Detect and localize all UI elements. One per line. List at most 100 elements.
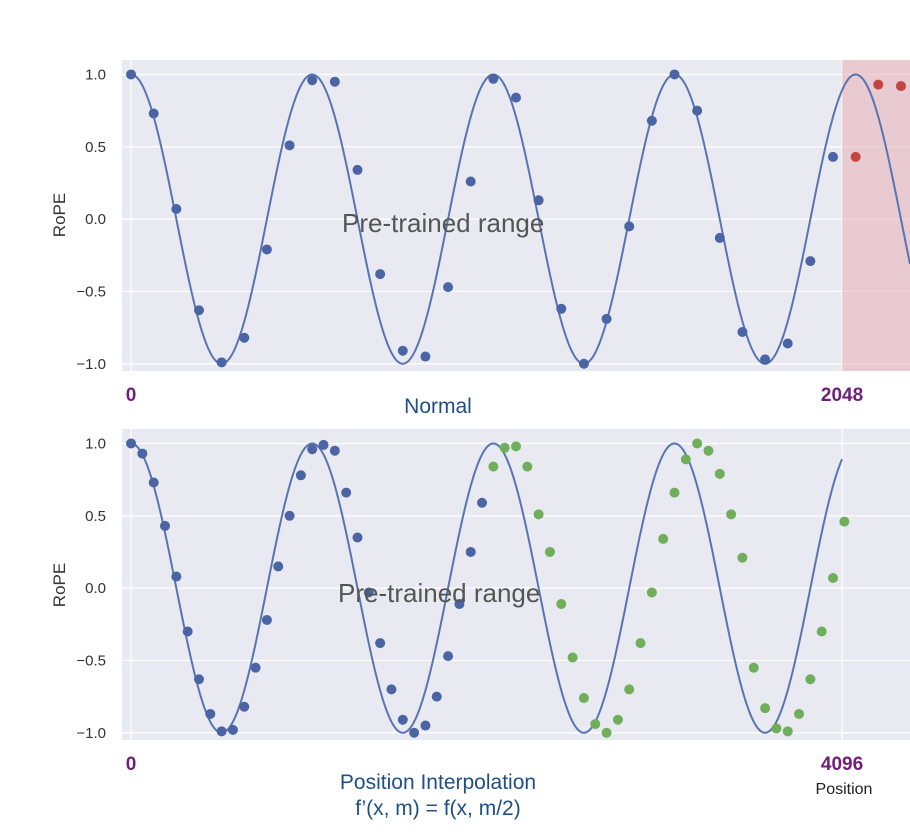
data-point-blue (352, 164, 363, 175)
data-point-green (511, 441, 521, 452)
data-point-blue (420, 351, 431, 362)
data-point-blue (465, 176, 476, 187)
data-point-blue (488, 73, 499, 84)
y-axis-label-interpolation: RoPE (50, 563, 69, 607)
x-marker-labels-interpolation: 0 4096 (126, 754, 863, 775)
data-point-blue (737, 326, 748, 337)
data-point-blue (363, 587, 374, 598)
x-grid-interpolation (130, 429, 843, 740)
x-marker-label: 0 (126, 385, 137, 406)
data-point-green (499, 442, 510, 453)
data-point-blue (160, 520, 171, 531)
data-point-green (760, 703, 771, 714)
data-point-blue (578, 358, 589, 369)
data-point-blue (205, 708, 216, 719)
data-point-blue (431, 691, 442, 702)
data-point-red (850, 151, 861, 162)
data-point-blue (216, 726, 227, 737)
data-point-green (578, 693, 589, 704)
data-point-green (488, 461, 499, 472)
data-point-green (556, 599, 567, 610)
data-point-green (601, 727, 612, 738)
data-point-blue (307, 444, 318, 455)
data-point-blue (193, 674, 204, 685)
data-point-blue (239, 332, 250, 343)
data-point-blue (409, 727, 420, 738)
data-point-green (646, 587, 657, 598)
y-tick-label: 0.5 (85, 139, 106, 156)
data-point-blue (227, 724, 238, 735)
data-point-blue (760, 354, 771, 365)
data-point-blue (805, 256, 816, 267)
data-points-interpolation (126, 438, 850, 738)
data-point-blue (341, 487, 352, 498)
data-point-green (624, 684, 635, 695)
y-tick-label: 0.0 (85, 580, 106, 597)
data-point-blue (828, 151, 839, 162)
data-point-green (771, 723, 782, 734)
data-points-normal (126, 69, 906, 369)
y-tick-label: 1.0 (85, 66, 106, 83)
data-point-blue (443, 282, 454, 293)
data-point-blue (239, 701, 250, 712)
data-point-green (590, 719, 601, 730)
chart-title-interpolation: Position Interpolation (340, 771, 536, 794)
data-point-green (748, 662, 759, 673)
data-point-green (726, 509, 737, 520)
y-tick-label: −0.5 (76, 652, 106, 669)
y-tick-label: −1.0 (76, 356, 106, 373)
data-point-blue (782, 338, 793, 349)
data-point-blue (216, 357, 227, 368)
data-point-blue (261, 614, 272, 625)
plot-area-interpolation (122, 429, 910, 740)
data-point-blue (193, 305, 204, 316)
data-point-blue (669, 69, 680, 80)
data-point-red (895, 81, 906, 92)
data-point-blue (352, 532, 363, 543)
data-point-green (703, 445, 714, 456)
data-point-blue (273, 561, 284, 572)
chart-title-normal: Normal (404, 395, 472, 418)
data-point-blue (261, 244, 272, 255)
pretrained-range-label-normal: Pre-trained range (342, 208, 544, 238)
x-marker-label: 0 (126, 754, 137, 775)
data-point-blue (250, 662, 261, 673)
data-point-green (782, 726, 793, 737)
data-point-green (839, 516, 850, 527)
data-point-green (680, 454, 691, 465)
data-point-blue (137, 448, 148, 459)
x-marker-labels-normal: 0 2048 (126, 385, 863, 406)
y-tick-label: −1.0 (76, 725, 106, 742)
y-grid-normal (122, 73, 910, 365)
x-marker-label: 4096 (821, 754, 863, 775)
data-point-blue (477, 497, 488, 508)
data-point-blue (171, 571, 182, 582)
data-point-blue (307, 75, 318, 86)
data-point-green (635, 638, 646, 649)
x-axis-label-interpolation: Position (816, 781, 873, 798)
data-point-blue (397, 345, 408, 356)
data-point-green (794, 708, 805, 719)
y-tick-labels-interpolation: 1.0 0.5 0.0 −0.5 −1.0 (76, 435, 106, 741)
pretrained-range-label-interpolation: Pre-trained range (338, 578, 540, 608)
data-point-blue (556, 303, 567, 314)
data-point-red (873, 79, 884, 90)
y-tick-label: 0.5 (85, 508, 106, 525)
y-tick-label: 0.0 (85, 211, 106, 228)
panel-normal: 1.0 0.5 0.0 −0.5 −1.0 RoPE Pre-trained range… (50, 60, 910, 418)
data-point-blue (465, 546, 476, 557)
y-tick-label: 1.0 (85, 435, 106, 452)
data-point-green (669, 487, 680, 498)
data-point-blue (714, 232, 725, 243)
data-point-green (533, 509, 544, 520)
data-point-blue (420, 720, 431, 731)
y-tick-label: −0.5 (76, 283, 106, 300)
data-point-green (692, 438, 703, 449)
data-point-blue (182, 626, 193, 637)
data-point-blue (386, 684, 397, 695)
data-point-green (805, 674, 816, 685)
data-point-blue (148, 108, 159, 119)
data-point-blue (284, 140, 295, 151)
data-point-blue (443, 651, 454, 662)
